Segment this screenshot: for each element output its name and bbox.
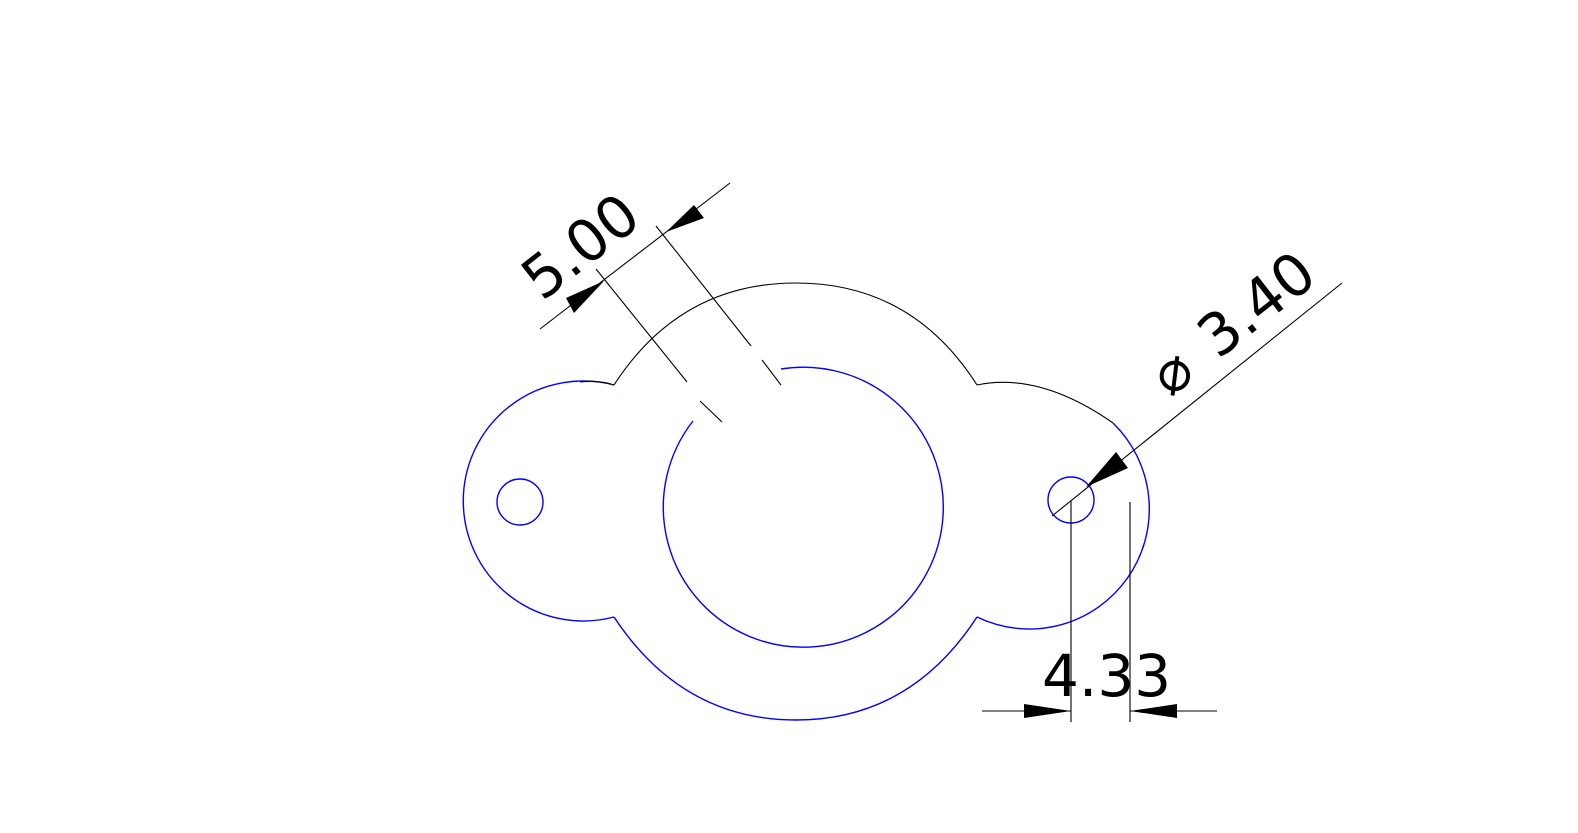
left-lobe-cap xyxy=(579,380,615,386)
bore-tick-right xyxy=(761,359,782,386)
part-outline xyxy=(462,366,1150,721)
dimension-diameter-3-40: ⌀ 3.40 xyxy=(1051,238,1343,517)
dimension-text-4-33: 4.33 xyxy=(1042,642,1171,710)
left-mounting-hole xyxy=(496,478,544,526)
arrow-left xyxy=(566,281,604,313)
dimension-4-33: 4.33 xyxy=(982,500,1217,722)
leader-arrow xyxy=(1086,452,1128,487)
arrow-right xyxy=(666,205,704,232)
extension-line-left xyxy=(595,268,688,383)
bore-tick-left xyxy=(699,400,723,423)
left-lobe-arc xyxy=(462,380,615,622)
arrow-left xyxy=(1024,704,1071,718)
lower-body-arc xyxy=(613,616,978,721)
construction-geometry xyxy=(579,282,1114,424)
main-bore-arc xyxy=(662,366,944,648)
right-lobe-cap xyxy=(976,381,1114,424)
diameter-symbol: ⌀ xyxy=(1137,334,1206,409)
right-lobe-arc xyxy=(976,422,1150,630)
arrow-right xyxy=(1130,704,1177,718)
extension-line-right xyxy=(655,225,752,347)
upper-body-arc xyxy=(613,282,978,386)
